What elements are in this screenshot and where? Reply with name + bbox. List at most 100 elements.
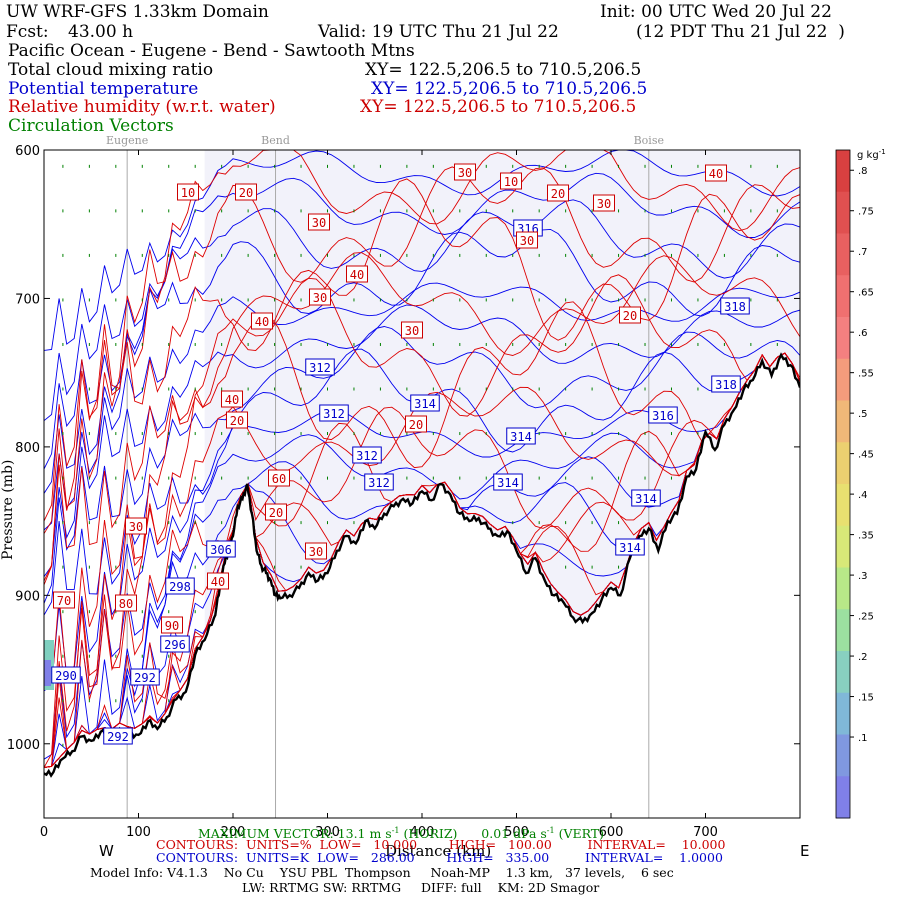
- forecast-label: Fcst:: [6, 22, 49, 42]
- max-vector-vert-value: 0.01 dPa s: [481, 826, 547, 842]
- contour-label: 312: [309, 361, 331, 375]
- contour-label: 312: [323, 407, 345, 421]
- contour-label-box: [516, 231, 538, 249]
- colorbar-tick-label: .4: [858, 490, 868, 501]
- contour-label-box: [705, 164, 727, 182]
- x-tick-label: 100: [126, 825, 151, 840]
- contour-label: 20: [551, 187, 565, 201]
- colorbar-tick-label: .8: [858, 166, 868, 177]
- colorbar-segment: [836, 400, 850, 443]
- contour-label-box: [711, 375, 741, 393]
- contour-label: 60: [272, 472, 286, 486]
- y-tick-label: 700: [15, 292, 40, 307]
- contour-label-box: [226, 411, 248, 429]
- contour-label: 20: [623, 309, 637, 323]
- valid-time: Valid: 19 UTC Thu 21 Jul 22: [318, 22, 559, 42]
- x-tick-label: 300: [315, 825, 340, 840]
- model-info: Model Info: V4.1.3 No Cu YSU PBL Thompso…: [90, 865, 674, 880]
- contour-label-box: [500, 172, 522, 190]
- max-vector-vert-tag: (VERT): [558, 826, 604, 842]
- colorbar-unit-sup: -1: [879, 148, 886, 156]
- x-tick-label: 0: [40, 825, 48, 840]
- colorbar-segment: [836, 442, 850, 485]
- x-axis-label: Distance (km): [385, 842, 491, 860]
- contour-label-box: [506, 427, 536, 445]
- contour-label: 90: [165, 619, 179, 633]
- rh-contour: [44, 178, 800, 586]
- contour-label: 20: [269, 506, 283, 520]
- y-axis-label: Pressure (mb): [0, 460, 16, 560]
- colorbar-tick-label: .1: [858, 733, 868, 744]
- colorbar-tick-label: .15: [858, 693, 874, 704]
- contour-label: 312: [368, 476, 390, 490]
- colorbar-segment: [836, 484, 850, 527]
- model-info-physics: LW: RRTMG SW: RRTMG DIFF: full KM: 2D Sm…: [242, 880, 600, 895]
- contour-label: 20: [409, 418, 423, 432]
- contour-label-box: [160, 635, 190, 653]
- max-vector-vert-sup: -1: [546, 826, 555, 835]
- contour-label-box: [364, 473, 394, 491]
- contour-label-box: [161, 616, 183, 634]
- colorbar-segment: [836, 692, 850, 735]
- contour-label-box: [308, 213, 330, 231]
- x-tick-label: 500: [504, 825, 529, 840]
- contour-label-box: [547, 184, 569, 202]
- contour-label-box: [251, 312, 273, 330]
- colorbar-unit: g kg-1: [857, 148, 886, 161]
- contour-label: 30: [520, 234, 534, 248]
- model-title: UW WRF-GFS 1.33km Domain: [6, 2, 269, 22]
- colorbar-tick-label: .5: [858, 409, 868, 420]
- local-time: (12 PDT Thu 21 Jul 22 ): [636, 22, 845, 42]
- contour-label: 10: [181, 186, 195, 200]
- contour-label-box: [410, 394, 440, 412]
- theta-contour: [44, 228, 800, 494]
- city-label-eugene: Eugene: [106, 134, 148, 147]
- contour-label: 40: [350, 268, 364, 282]
- colorbar-segment: [836, 150, 850, 193]
- terrain-line: [44, 352, 800, 778]
- contour-label-box: [115, 594, 137, 612]
- contour-label-box: [454, 163, 476, 181]
- field-theta-name: Potential temperature: [8, 79, 199, 99]
- contour-label-box: [265, 503, 287, 521]
- colorbar-tick-label: .75: [858, 207, 874, 218]
- contour-label-box: [125, 517, 147, 535]
- contour-label: 292: [134, 671, 156, 685]
- west-label: W: [99, 842, 114, 860]
- field-cloud-name: Total cloud mixing ratio: [8, 60, 214, 80]
- contour-label-box: [720, 297, 750, 315]
- contour-label-box: [309, 288, 331, 306]
- contour-label: 30: [597, 197, 611, 211]
- theta-contour: [44, 172, 800, 422]
- contour-label: 314: [619, 541, 641, 555]
- city-labels: Eugene Bend Boise: [106, 134, 664, 147]
- theta-contour-info: CONTOURS: UNITS=K LOW= 286.00 HIGH= 335.…: [156, 850, 723, 865]
- contour-label: 306: [210, 543, 232, 557]
- contour-label-box: [619, 306, 641, 324]
- colorbar-unit-text: g kg: [857, 150, 879, 161]
- colorbar-tick-label: .65: [858, 288, 874, 299]
- city-label-bend: Bend: [261, 134, 290, 147]
- contour-label: 20: [239, 186, 253, 200]
- contour-label-box: [593, 194, 615, 212]
- contour-label-box: [268, 469, 290, 487]
- contour-label-box: [631, 489, 661, 507]
- theta-contour: [44, 304, 800, 577]
- contour-label: 20: [230, 414, 244, 428]
- contour-label-box: [615, 538, 645, 556]
- contour-label: 296: [164, 638, 186, 652]
- colorbar-segment: [836, 609, 850, 652]
- theta-contour: [44, 199, 800, 470]
- contour-label: 30: [129, 520, 143, 534]
- colorbar-segment: [836, 776, 850, 819]
- east-label: E: [800, 842, 809, 860]
- x-tick-label: 200: [221, 825, 246, 840]
- contour-label: 80: [119, 597, 133, 611]
- field-cloud-xy: XY= 122.5,206.5 to 710.5,206.5: [365, 60, 642, 80]
- contour-label: 30: [405, 324, 419, 338]
- contour-label: 30: [309, 545, 323, 559]
- contour-label-box: [235, 183, 257, 201]
- colorbar-tick-label: .45: [858, 450, 874, 461]
- contour-label: 70: [57, 594, 71, 608]
- contour-labels: 3123123123123143143143163163183183143143…: [51, 163, 750, 745]
